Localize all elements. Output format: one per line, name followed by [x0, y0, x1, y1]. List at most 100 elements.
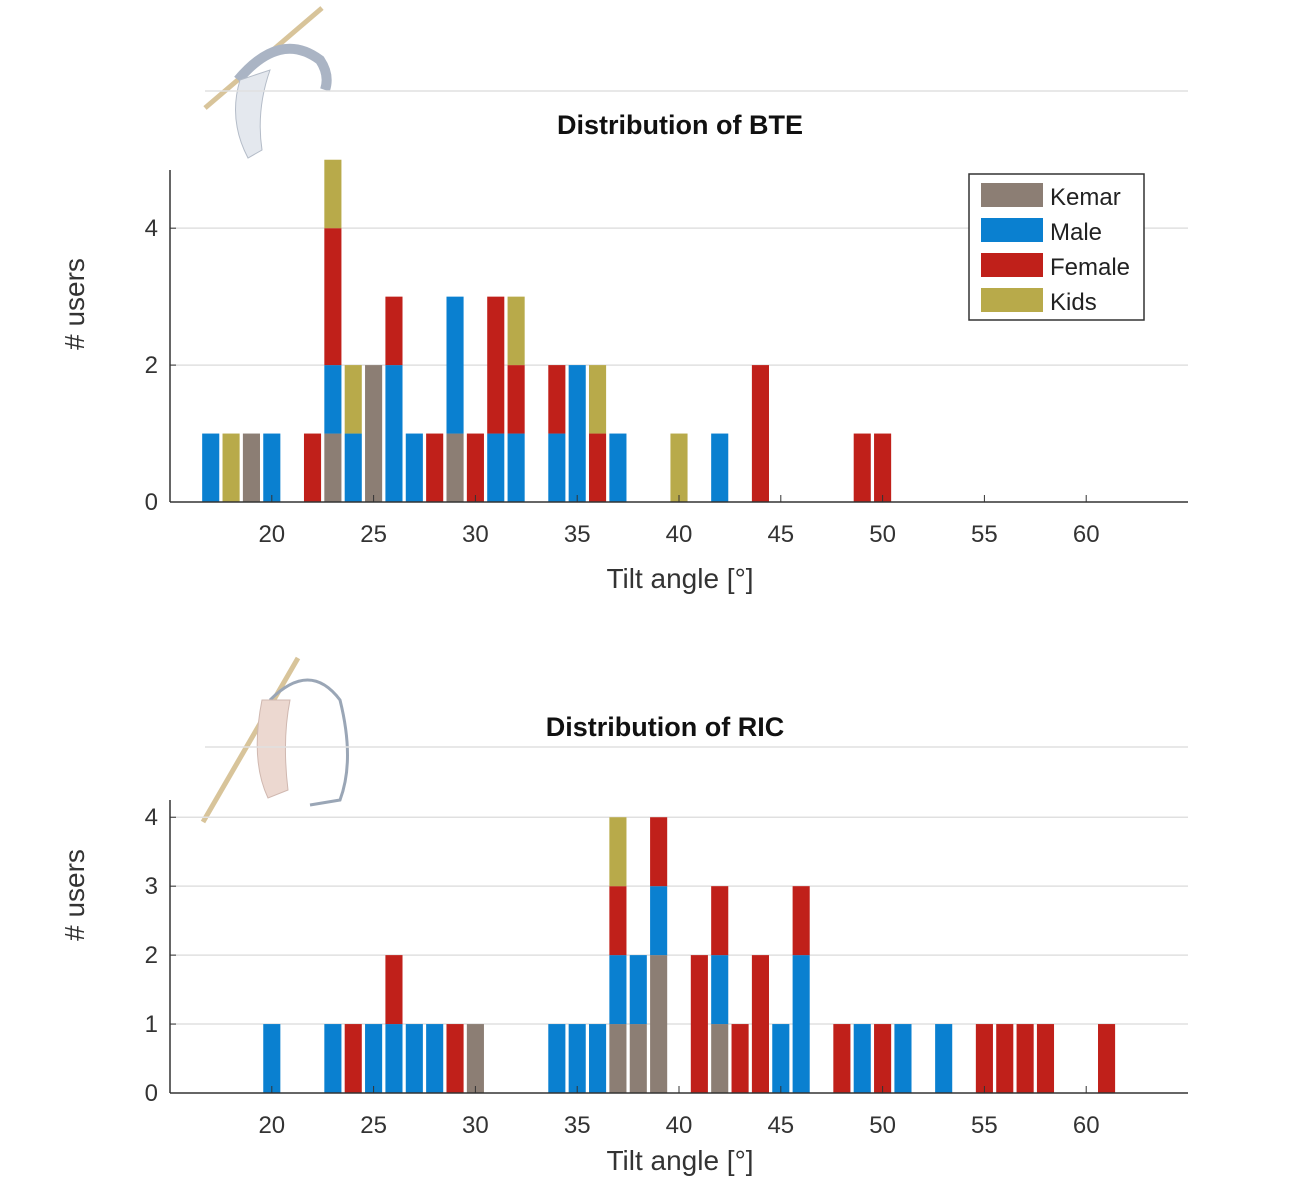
x-tick-label: 45 — [767, 521, 794, 548]
x-tick-label: 55 — [971, 1112, 998, 1139]
y-tick-label: 4 — [145, 804, 158, 831]
bar-male — [385, 1024, 403, 1093]
bar-female — [609, 886, 627, 956]
bar-kemar — [629, 1024, 647, 1093]
x-tick-label: 20 — [258, 521, 285, 548]
legend-label-male: Male — [1050, 219, 1102, 246]
bar-female — [650, 817, 668, 887]
bar-female — [446, 1024, 464, 1093]
x-tick-label: 40 — [666, 521, 693, 548]
bar-female — [548, 365, 566, 434]
bar-female — [507, 365, 525, 434]
bar-female — [731, 1024, 749, 1093]
bar-male — [426, 1024, 444, 1093]
bar-female — [833, 1024, 851, 1093]
x-tick-label: 45 — [767, 1112, 794, 1139]
bar-male — [792, 955, 810, 1093]
bar-kids — [222, 433, 240, 502]
x-axis-label: Tilt angle [°] — [606, 563, 753, 594]
x-tick-label: 20 — [258, 1112, 285, 1139]
legend: Kemar Male Female Kids — [968, 173, 1145, 321]
bar-male — [568, 1024, 586, 1093]
bar-male — [772, 1024, 790, 1093]
bar-male — [263, 433, 281, 502]
bar-kids — [670, 433, 688, 502]
y-axis-label: # users — [59, 849, 90, 941]
x-tick-label: 30 — [462, 521, 489, 548]
bar-kemar — [365, 365, 383, 502]
bar-female — [853, 433, 871, 502]
y-tick-label: 1 — [145, 1011, 158, 1038]
bar-male — [568, 365, 586, 502]
bar-male — [548, 1024, 566, 1093]
bar-male — [711, 955, 729, 1025]
bar-kemar — [609, 1024, 627, 1093]
bte-device-image — [203, 6, 332, 159]
bar-female — [975, 1024, 993, 1093]
bar-female — [1036, 1024, 1055, 1093]
y-tick-label: 4 — [145, 215, 158, 242]
bar-female — [466, 433, 484, 502]
bar-female — [303, 433, 322, 502]
bar-male — [446, 296, 464, 434]
bar-male — [324, 365, 342, 434]
bar-female — [589, 433, 607, 502]
x-tick-label: 60 — [1073, 521, 1100, 548]
legend-swatch-kemar — [981, 183, 1043, 207]
bar-kemar — [242, 433, 260, 502]
bar-female — [711, 886, 729, 956]
bar-male — [344, 433, 362, 502]
bte-chart: Distribution of BTE Tilt angle [°] # use… — [59, 90, 1188, 594]
bar-kemar — [446, 433, 464, 502]
ric-chart: Distribution of RIC Tilt angle [°] # use… — [59, 712, 1188, 1176]
bar-female — [487, 296, 505, 434]
x-tick-label: 50 — [869, 1112, 896, 1139]
chart-title: Distribution of RIC — [546, 712, 784, 742]
bar-male — [935, 1024, 953, 1093]
bar-female — [1098, 1024, 1116, 1093]
x-tick-label: 35 — [564, 521, 591, 548]
bar-male — [711, 433, 729, 502]
bar-female — [385, 955, 403, 1025]
bar-female — [344, 1024, 362, 1093]
legend-swatch-kids — [981, 288, 1043, 312]
chart-title: Distribution of BTE — [557, 110, 803, 140]
bar-male — [365, 1024, 383, 1093]
legend-swatch-female — [981, 253, 1043, 277]
y-tick-label: 0 — [145, 489, 158, 516]
bar-kemar — [324, 433, 342, 502]
bar-kemar — [650, 955, 668, 1093]
bar-female — [874, 1024, 892, 1093]
x-axis-label: Tilt angle [°] — [606, 1145, 753, 1176]
bar-male — [324, 1024, 342, 1093]
bar-male — [609, 955, 627, 1025]
bar-female — [751, 365, 769, 502]
bar-female — [792, 886, 810, 956]
bar-male — [405, 433, 423, 502]
legend-label-female: Female — [1050, 254, 1130, 281]
bar-male — [263, 1024, 281, 1093]
bar-female — [324, 228, 342, 366]
y-tick-label: 2 — [145, 942, 158, 969]
bar-male — [650, 886, 668, 956]
x-tick-label: 35 — [564, 1112, 591, 1139]
bar-male — [609, 433, 627, 502]
bar-male — [202, 433, 220, 502]
bar-kids — [589, 365, 607, 434]
x-tick-label: 60 — [1073, 1112, 1100, 1139]
bar-female — [996, 1024, 1014, 1093]
bar-male — [405, 1024, 423, 1093]
bar-kids — [324, 159, 342, 229]
ric-device-image — [200, 656, 349, 824]
y-tick-label: 3 — [145, 873, 158, 900]
x-tick-label: 55 — [971, 521, 998, 548]
x-tick-label: 25 — [360, 1112, 387, 1139]
bar-kids — [507, 296, 525, 366]
legend-label-kemar: Kemar — [1050, 184, 1121, 211]
x-tick-label: 40 — [666, 1112, 693, 1139]
bar-female — [385, 296, 403, 366]
bar-kids — [609, 817, 627, 887]
bar-kemar — [711, 1024, 729, 1093]
y-tick-label: 2 — [145, 352, 158, 379]
